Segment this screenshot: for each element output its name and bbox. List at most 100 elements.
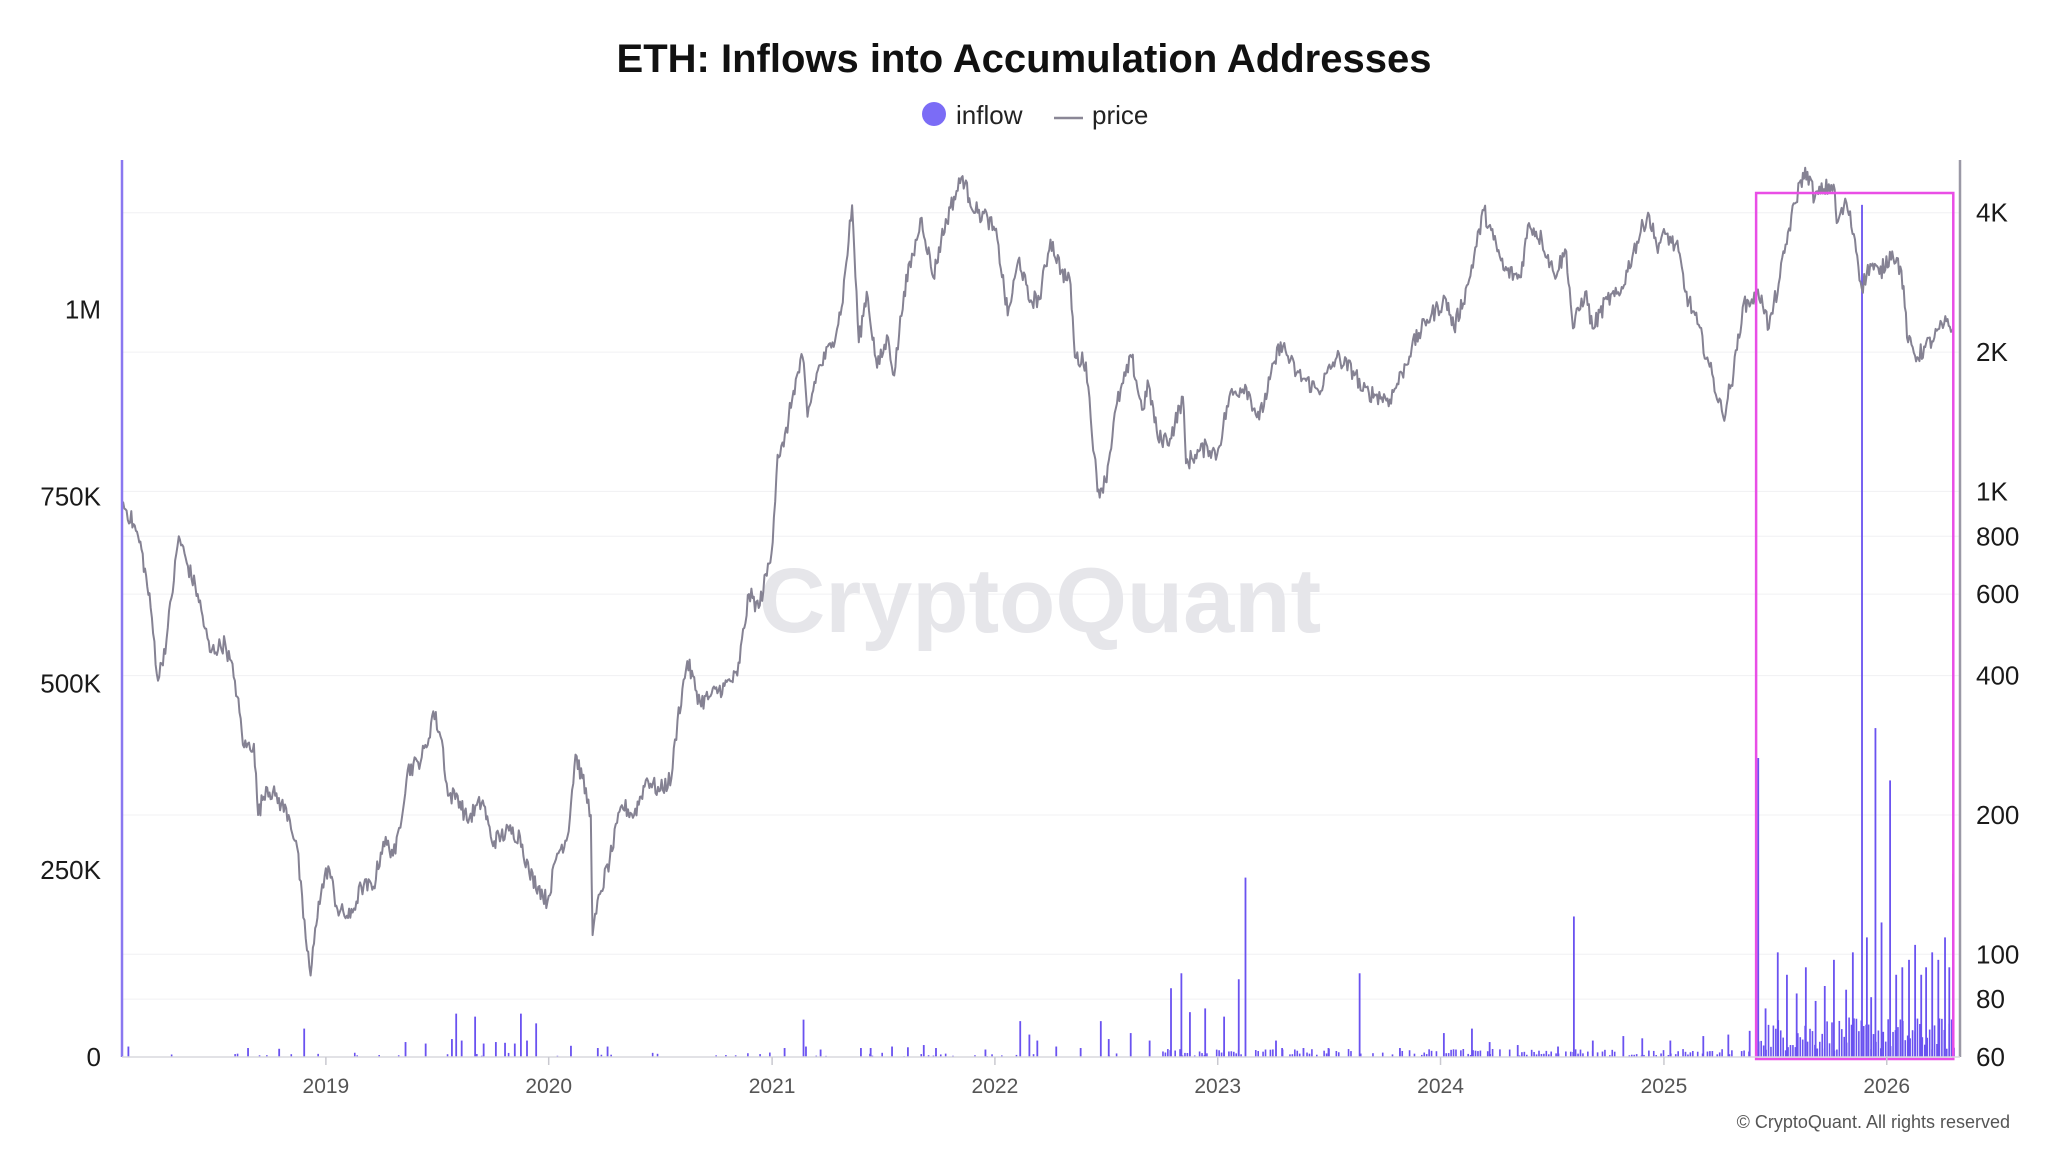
inflow-bar-70 (1795, 993, 1798, 1057)
inflow-bar-19 (606, 1046, 609, 1057)
inflow-bar-bg-2 (236, 1053, 239, 1057)
inflow-bar-bg-103 (1420, 1054, 1423, 1057)
inflow-bar-bg-195 (1767, 1024, 1770, 1057)
inflow-bar-bg-62 (1215, 1049, 1218, 1057)
legend-item-inflow[interactable]: inflow (922, 100, 1023, 130)
inflow-bar-bg-132 (1533, 1051, 1535, 1057)
copyright-notice: © CryptoQuant. All rights reserved (1737, 1112, 2010, 1132)
inflow-bar-bg-240 (1877, 1030, 1880, 1057)
inflow-bar-bg-264 (1936, 1043, 1938, 1057)
inflow-bar-62 (1669, 1040, 1672, 1057)
inflow-bar-bg-53 (1181, 1055, 1184, 1057)
inflow-bar-bg-265 (1938, 1018, 1941, 1057)
legend-item-price[interactable]: price (1054, 100, 1148, 130)
inflow-bar-bg-93 (1347, 1049, 1350, 1057)
inflow-bar-bg-260 (1926, 1037, 1929, 1057)
inflow-bar-bg-159 (1633, 1054, 1636, 1057)
inflow-bar-bg-19 (656, 1053, 659, 1057)
inflow-bar-bg-242 (1882, 1031, 1885, 1057)
inflow-bar-59 (1591, 1040, 1594, 1057)
inflow-bar-78 (1865, 937, 1868, 1057)
inflow-bar-bg-58 (1198, 1051, 1201, 1057)
inflow-bar-bg-268 (1945, 1048, 1948, 1057)
inflow-bar-bg-167 (1662, 1050, 1665, 1057)
inflow-bar-bg-22 (734, 1055, 737, 1057)
inflow-bar-bg-98 (1391, 1054, 1394, 1057)
inflow-bar-bg-0 (170, 1054, 173, 1057)
inflow-bar-bg-75 (1264, 1049, 1267, 1057)
inflow-bar-bg-69 (1235, 1053, 1238, 1057)
inflow-bar-bg-4 (266, 1055, 268, 1057)
inflow-bar-2 (278, 1048, 281, 1057)
inflow-bar-50 (1327, 1048, 1330, 1057)
inflow-bar-bg-95 (1359, 1053, 1362, 1057)
inflow-bar-bg-170 (1674, 1054, 1677, 1057)
inflow-bar-bg-181 (1711, 1051, 1714, 1057)
inflow-bar-bg-37 (944, 1053, 947, 1057)
inflow-bar-bg-228 (1848, 1017, 1850, 1057)
inflow-bar-bg-151 (1596, 1052, 1599, 1057)
inflow-bar-bg-36 (939, 1054, 942, 1057)
inflow-bar-56 (1516, 1045, 1519, 1057)
inflow-bar-bg-147 (1579, 1049, 1582, 1057)
inflow-bar-bg-211 (1806, 1041, 1809, 1057)
inflow-bar-bg-57 (1193, 1055, 1196, 1057)
inflow-bar-bg-102 (1413, 1053, 1416, 1057)
y-right-tick-3: 200 (1976, 800, 2019, 830)
watermark: CryptoQuant (759, 550, 1321, 652)
inflow-bar-bg-172 (1682, 1049, 1684, 1057)
inflow-bar-bg-259 (1923, 1044, 1926, 1057)
inflow-bar-17 (570, 1045, 572, 1057)
chart-title: ETH: Inflows into Accumulation Addresses (617, 37, 1432, 81)
inflow-bar-bg-114 (1460, 1050, 1462, 1057)
inflow-bar-bg-186 (1731, 1050, 1733, 1057)
inflow-bar-bg-71 (1240, 1054, 1242, 1057)
inflow-bar-bg-24 (759, 1054, 761, 1057)
inflow-bar-bg-230 (1853, 1018, 1855, 1057)
inflow-bar-bg-200 (1779, 1030, 1782, 1057)
inflow-bar-41 (1180, 973, 1183, 1057)
inflow-bar-bg-117 (1469, 1054, 1472, 1057)
inflow-bar-bg-165 (1655, 1055, 1657, 1057)
x-tick-0: 2019 (303, 1075, 350, 1098)
inflow-bar-bg-164 (1652, 1050, 1655, 1057)
inflow-bar-bg-25 (769, 1052, 771, 1057)
inflow-bar-bg-125 (1499, 1049, 1501, 1057)
inflow-bars (127, 204, 1955, 1058)
inflow-bar-5 (424, 1043, 427, 1057)
y-left-tick-0: 0 (87, 1042, 101, 1072)
inflow-bar-bg-207 (1797, 1033, 1799, 1057)
inflow-bar-bg-64 (1220, 1052, 1223, 1057)
inflow-bar-bg-111 (1450, 1049, 1452, 1057)
inflow-bar-88 (1925, 967, 1928, 1057)
inflow-bar-bg-47 (1162, 1051, 1164, 1057)
inflow-bar-bg-220 (1828, 1043, 1831, 1057)
inflow-bar-54 (1471, 1028, 1473, 1057)
inflow-bar-bg-14 (507, 1052, 510, 1057)
inflow-bar-bg-116 (1467, 1053, 1469, 1057)
inflow-bar-bg-229 (1850, 1024, 1853, 1057)
inflow-bar-34 (1055, 1046, 1058, 1057)
inflow-bar-bg-61 (1206, 1053, 1208, 1057)
inflow-bar-bg-73 (1257, 1051, 1259, 1057)
inflow-bar-bg-85 (1308, 1053, 1311, 1057)
inflow-bar-bg-197 (1772, 1025, 1775, 1057)
inflow-bar-bg-176 (1692, 1051, 1694, 1057)
inflow-bar-bg-249 (1899, 1019, 1902, 1057)
inflow-bar-36 (1099, 1021, 1102, 1057)
inflow-bar-20 (783, 1048, 786, 1057)
inflow-bar-bg-142 (1565, 1051, 1567, 1057)
inflow-bar-bg-143 (1569, 1051, 1572, 1057)
inflow-bar-47 (1275, 1040, 1277, 1057)
inflow-bar-bg-18 (651, 1052, 654, 1057)
inflow-bar-9 (474, 1016, 477, 1057)
inflow-bar-48 (1281, 1048, 1283, 1057)
inflow-bar-82 (1889, 780, 1891, 1057)
inflow-bar-bg-66 (1228, 1051, 1230, 1057)
inflow-bar-bg-139 (1550, 1051, 1552, 1057)
inflow-bar-bg-183 (1718, 1052, 1721, 1057)
inflow-bar-39 (1148, 1040, 1151, 1057)
y-left-tick-4: 1M (65, 295, 101, 325)
inflow-bar-bg-225 (1840, 1029, 1843, 1057)
x-tick-6: 2025 (1641, 1075, 1688, 1098)
